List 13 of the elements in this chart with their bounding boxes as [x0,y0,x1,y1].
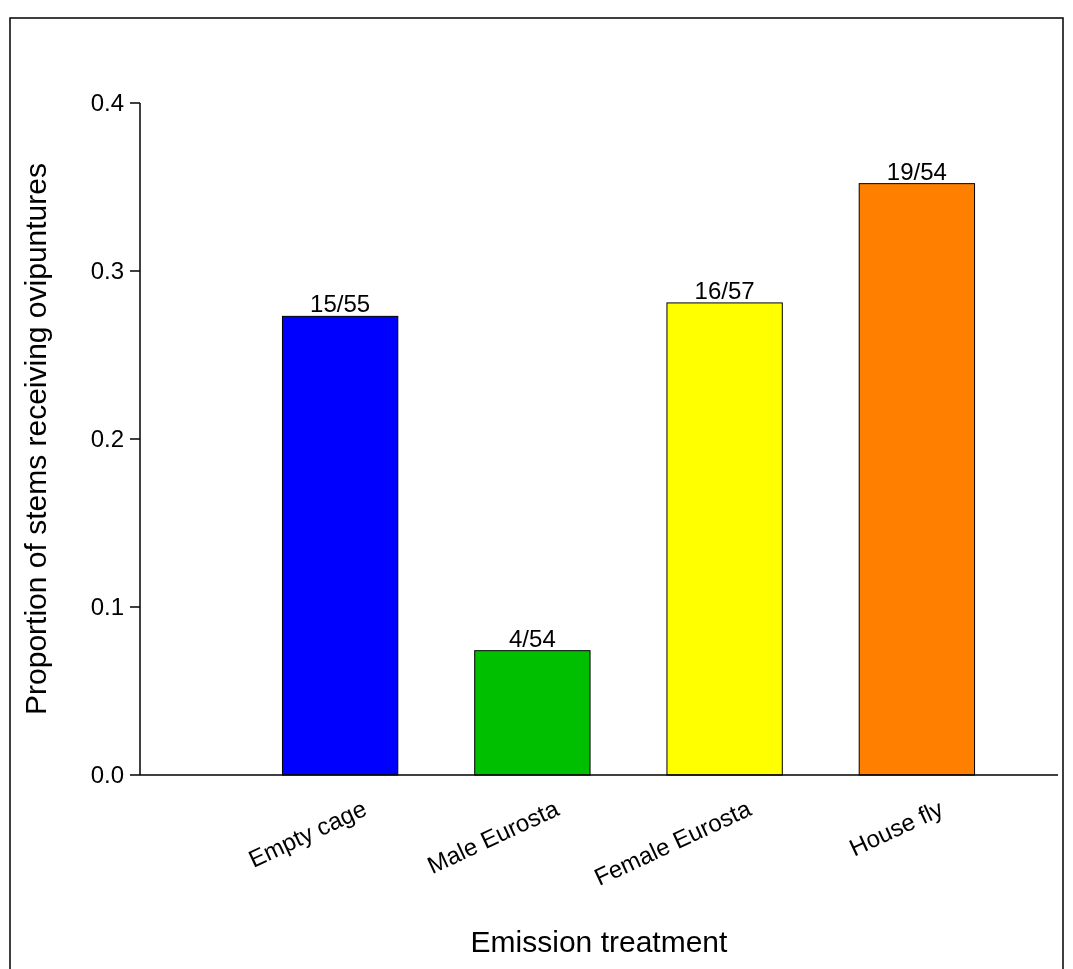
y-tick-label: 0.1 [90,593,124,621]
y-axis-title: Proportion of stems receiving ovipuntures [19,163,52,715]
y-tick-label: 0.0 [90,761,124,789]
data-label: 15/55 [310,290,371,318]
data-label: 16/57 [694,276,755,304]
x-tick-label: House fly [845,794,948,862]
data-label: 4/54 [509,624,556,652]
data-label: 19/54 [886,157,947,185]
y-tick-label: 0.4 [90,89,124,117]
y-tick-label: 0.2 [90,425,124,453]
x-tick-label: Empty cage [244,794,371,873]
y-tick-label: 0.3 [90,257,124,285]
x-axis-title: Emission treatment [470,925,729,958]
